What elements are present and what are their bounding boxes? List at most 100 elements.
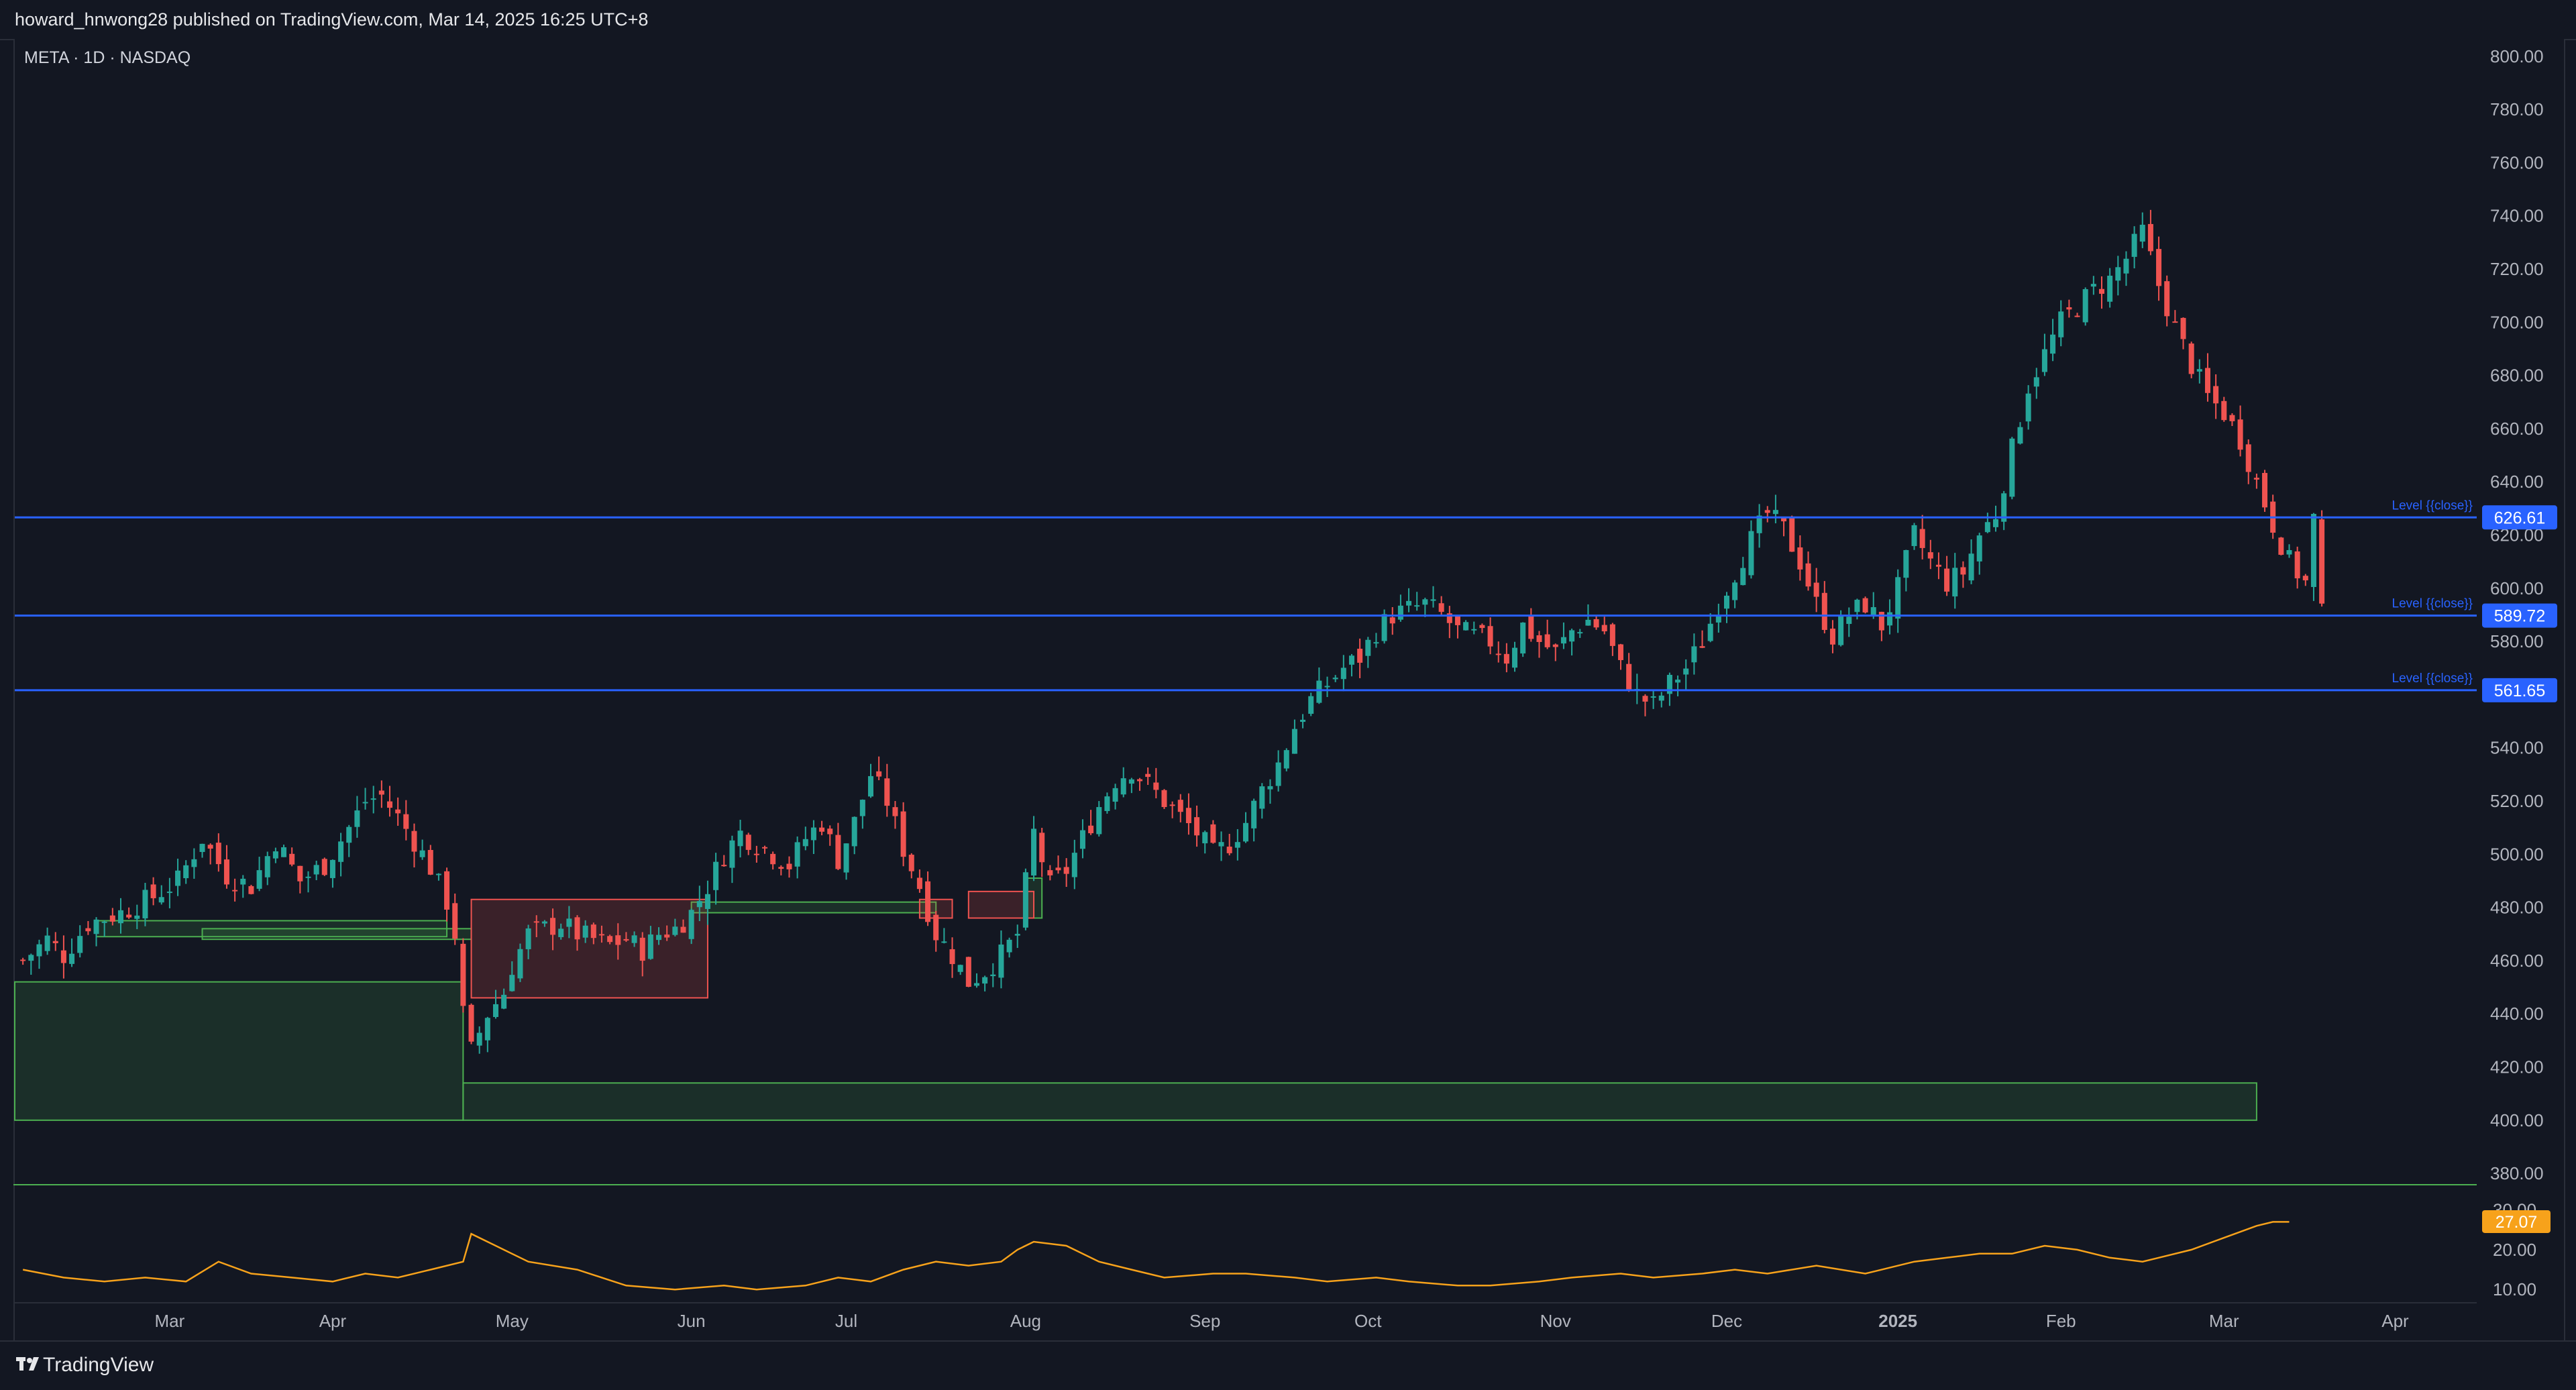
candle-body[interactable] (1699, 646, 1705, 648)
candle-body[interactable] (1781, 517, 1787, 522)
candle-body[interactable] (1463, 622, 1469, 631)
candle-body[interactable] (1479, 625, 1485, 629)
candle-body[interactable] (1145, 773, 1151, 778)
candle-body[interactable] (1536, 635, 1542, 642)
candle-body[interactable] (1454, 616, 1460, 625)
candle-body[interactable] (1202, 832, 1208, 844)
candle-body[interactable] (1251, 800, 1257, 828)
candle-body[interactable] (1813, 582, 1819, 597)
candle-body[interactable] (1471, 629, 1477, 631)
candle-body[interactable] (2278, 537, 2284, 555)
candle-body[interactable] (1862, 598, 1868, 612)
candle-body[interactable] (2221, 400, 2227, 421)
candle-body[interactable] (533, 921, 539, 923)
candle-body[interactable] (2050, 334, 2056, 354)
candle-body[interactable] (1520, 623, 1526, 654)
candle-body[interactable] (215, 843, 221, 865)
candle-body[interactable] (2041, 349, 2047, 372)
candle-body[interactable] (1658, 695, 1664, 701)
candle-body[interactable] (281, 847, 287, 857)
candle-body[interactable] (1805, 563, 1811, 587)
candle-body[interactable] (1316, 680, 1322, 703)
candle-body[interactable] (150, 884, 156, 898)
candle-body[interactable] (1242, 822, 1249, 842)
candle-body[interactable] (1153, 782, 1159, 790)
candle-body[interactable] (713, 861, 719, 890)
candle-body[interactable] (386, 801, 393, 808)
candle-body[interactable] (566, 918, 572, 927)
candle-body[interactable] (240, 878, 246, 885)
candle-body[interactable] (590, 924, 596, 939)
candle-body[interactable] (2058, 311, 2064, 337)
candle-body[interactable] (615, 935, 621, 945)
level-price-tag[interactable] (2482, 505, 2557, 530)
candle-body[interactable] (1177, 800, 1183, 812)
symbol-legend[interactable]: META · 1D · NASDAQ (24, 48, 191, 67)
candle-body[interactable] (2172, 321, 2178, 323)
candle-body[interactable] (908, 855, 914, 871)
candle-body[interactable] (1283, 750, 1289, 769)
candle-body[interactable] (1984, 522, 1990, 533)
supply-zone[interactable] (470, 898, 708, 999)
candle-body[interactable] (2123, 258, 2129, 274)
candle-body[interactable] (2115, 267, 2121, 281)
candle-body[interactable] (1935, 564, 1941, 567)
candle-body[interactable] (990, 974, 996, 977)
level-price-tag[interactable] (2482, 678, 2557, 702)
candle-body[interactable] (688, 910, 694, 939)
candle-body[interactable] (1275, 762, 1281, 786)
candle-body[interactable] (2204, 368, 2210, 393)
candle-body[interactable] (1577, 632, 1583, 634)
candle-body[interactable] (109, 915, 115, 922)
candle-body[interactable] (142, 890, 148, 918)
candle-body[interactable] (2066, 307, 2072, 310)
candle-body[interactable] (117, 910, 123, 924)
candle-body[interactable] (770, 853, 776, 865)
candle-body[interactable] (85, 928, 91, 932)
candle-body[interactable] (1552, 644, 1558, 647)
candle-body[interactable] (1259, 786, 1265, 809)
candle-body[interactable] (1691, 646, 1697, 663)
candle-body[interactable] (2164, 281, 2170, 317)
candle-body[interactable] (1397, 605, 1403, 620)
candle-body[interactable] (1560, 637, 1566, 644)
candle-body[interactable] (656, 934, 662, 941)
level-price-tag[interactable] (2482, 603, 2557, 628)
candle-body[interactable] (2245, 444, 2251, 472)
candle-body[interactable] (1096, 807, 1102, 835)
candle-body[interactable] (704, 894, 710, 909)
candle-body[interactable] (2262, 472, 2268, 508)
candle-body[interactable] (664, 934, 670, 938)
candle-body[interactable] (1022, 872, 1028, 928)
oscillator-line[interactable] (22, 1221, 2290, 1291)
candle-body[interactable] (1544, 634, 1550, 647)
candle-body[interactable] (835, 835, 841, 869)
candle-body[interactable] (1373, 642, 1379, 644)
candle-body[interactable] (289, 853, 295, 865)
candle-body[interactable] (1707, 623, 1713, 641)
candle-body[interactable] (819, 827, 825, 832)
candle-body[interactable] (134, 915, 140, 919)
candle-body[interactable] (2156, 249, 2162, 286)
candle-body[interactable] (378, 790, 384, 795)
candle-body[interactable] (166, 892, 172, 894)
candle-body[interactable] (1512, 647, 1518, 668)
candle-body[interactable] (721, 865, 727, 867)
candle-body[interactable] (729, 840, 735, 868)
candle-body[interactable] (2131, 233, 2137, 257)
candle-body[interactable] (2319, 519, 2325, 604)
candle-body[interactable] (1723, 595, 1729, 609)
candle-body[interactable] (1210, 824, 1216, 843)
candle-body[interactable] (1675, 680, 1681, 683)
candle-body[interactable] (1601, 625, 1607, 632)
candle-body[interactable] (60, 950, 66, 963)
candle-body[interactable] (957, 965, 963, 972)
candle-body[interactable] (256, 870, 262, 889)
candle-body[interactable] (1128, 779, 1134, 784)
candle-body[interactable] (1446, 613, 1452, 623)
candle-body[interactable] (1218, 842, 1224, 847)
candle-body[interactable] (631, 935, 637, 943)
candle-body[interactable] (1878, 612, 1884, 631)
candle-body[interactable] (452, 903, 458, 939)
